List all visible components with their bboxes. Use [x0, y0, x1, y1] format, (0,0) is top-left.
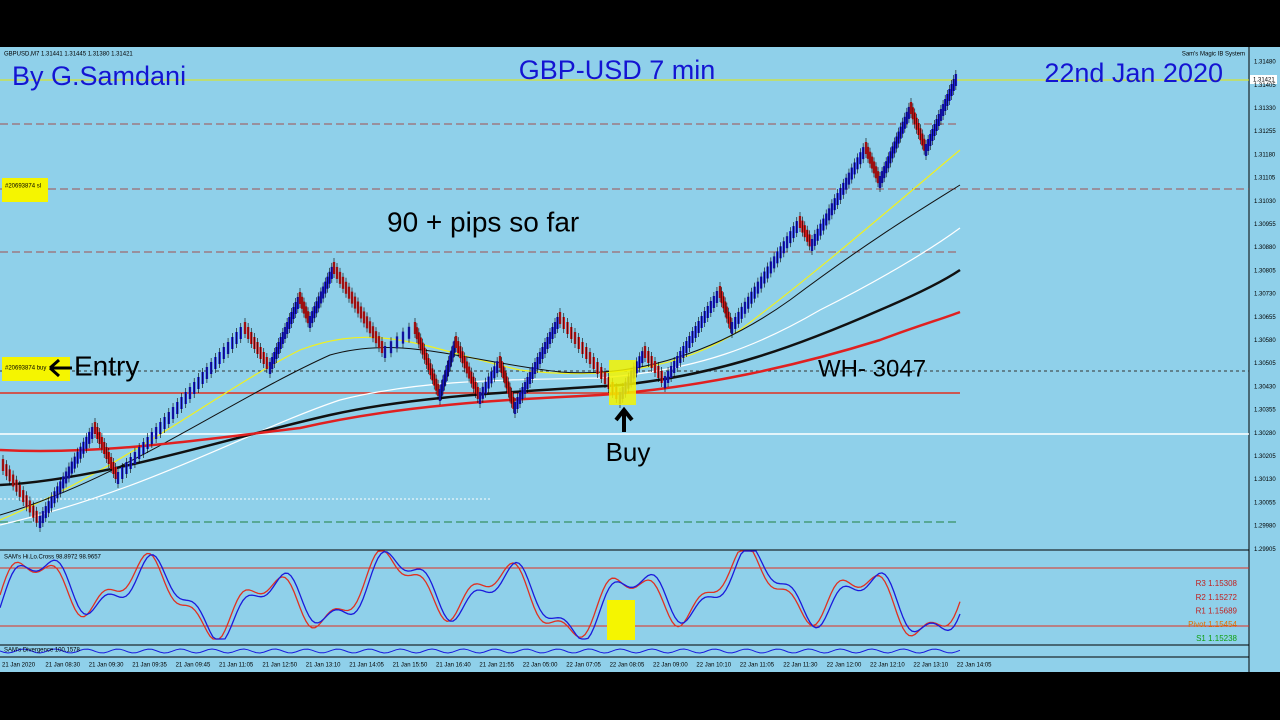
date: 22nd Jan 2020	[1044, 58, 1223, 88]
time-label: 22 Jan 05:00	[523, 663, 558, 669]
time-label: 21 Jan 11:05	[219, 663, 254, 669]
price-label: 1.30655	[1254, 315, 1276, 321]
osc-highlight	[607, 600, 635, 640]
time-label: 21 Jan 21:55	[479, 663, 514, 669]
price-label: 1.31480	[1254, 60, 1276, 66]
time-label: 22 Jan 11:30	[783, 663, 818, 669]
pivot-label: Pivot 1.15454	[1188, 620, 1237, 629]
pivot-label: R1 1.15689	[1196, 607, 1238, 616]
price-label: 1.30505	[1254, 361, 1276, 367]
time-label: 22 Jan 13:10	[913, 663, 948, 669]
time-label: 21 Jan 08:30	[45, 663, 80, 669]
price-label: 1.31255	[1254, 129, 1276, 135]
price-label: 1.30880	[1254, 245, 1276, 251]
price-label: 1.30355	[1254, 408, 1276, 414]
buy-note: Buy	[606, 437, 651, 467]
price-label: 1.31405	[1254, 83, 1276, 89]
pips-note: 90 + pips so far	[387, 206, 579, 237]
time-label: 21 Jan 15:50	[393, 663, 428, 669]
buy-arrow	[614, 406, 634, 432]
time-label: 22 Jan 07:05	[566, 663, 601, 669]
time-label: 21 Jan 16:40	[436, 663, 471, 669]
time-label: 21 Jan 2020	[2, 663, 36, 669]
price-label: 1.31105	[1254, 176, 1276, 182]
indicator-label: SAM's Divergence 100.1578	[4, 648, 81, 654]
time-label: 21 Jan 14:05	[349, 663, 384, 669]
price-label: 1.31330	[1254, 106, 1276, 112]
price-label: 1.30430	[1254, 384, 1276, 390]
oscillator-line	[0, 550, 961, 640]
time-label: 22 Jan 08:05	[610, 663, 645, 669]
buy-highlight	[609, 360, 636, 405]
price-label: 1.30055	[1254, 500, 1276, 506]
time-axis: 21 Jan 2020 21 Jan 08:30 21 Jan 09:30 21 Ja…	[2, 663, 992, 669]
divergence-line	[0, 648, 961, 654]
price-label: 1.29905	[1254, 547, 1276, 553]
pivot-labels: R3 1.15308 R2 1.15272 R1 1.15689 Pivot 1.15…	[1188, 579, 1237, 643]
entry-arrow	[49, 358, 72, 378]
moving-average	[0, 310, 961, 453]
order-label-box	[2, 178, 48, 202]
time-label: 22 Jan 12:00	[827, 663, 862, 669]
moving-average	[0, 268, 961, 487]
time-label: 21 Jan 12:50	[262, 663, 297, 669]
price-label: 1.30130	[1254, 477, 1276, 483]
time-label: 21 Jan 09:45	[176, 663, 211, 669]
time-label: 21 Jan 09:35	[132, 663, 167, 669]
price-label: 1.31180	[1254, 152, 1276, 158]
pivot-label: R2 1.15272	[1196, 593, 1238, 602]
moving-average	[0, 227, 961, 526]
pivot-label: S1 1.15238	[1196, 634, 1237, 643]
time-label: 22 Jan 10:10	[696, 663, 731, 669]
system-name: Sam's Magic IB System	[1182, 52, 1245, 58]
time-label: 22 Jan 12:10	[870, 663, 905, 669]
entry-note: Entry	[74, 350, 139, 381]
order-label: #20693874 sl	[5, 184, 41, 190]
wh-note: WH- 3047	[818, 355, 926, 382]
order-label: #20693874 buy	[5, 366, 46, 372]
current-price-box	[1250, 75, 1277, 84]
price-label: 1.30805	[1254, 268, 1276, 274]
price-label: 1.30580	[1254, 338, 1276, 344]
symbol-info: GBPUSD,M7 1.31441 1.31445 1.31380 1.3142…	[4, 52, 133, 58]
author: By G.Samdani	[12, 61, 186, 91]
price-label: 1.31030	[1254, 199, 1276, 205]
chart-title: GBP-USD 7 min	[519, 55, 716, 85]
price-label: 1.30730	[1254, 292, 1276, 298]
time-label: 21 Jan 09:30	[89, 663, 124, 669]
indicator-label: SAM's Hi.Lo.Cross 98.8972 98.9657	[4, 555, 102, 561]
time-label: 22 Jan 11:05	[740, 663, 775, 669]
time-label: 21 Jan 13:10	[306, 663, 341, 669]
time-label: 22 Jan 14:05	[957, 663, 992, 669]
oscillator-line	[0, 550, 961, 640]
price-label: 1.29980	[1254, 524, 1276, 530]
pivot-label: R3 1.15308	[1196, 579, 1238, 588]
price-label: 1.30955	[1254, 222, 1276, 228]
moving-average	[0, 149, 961, 521]
price-label: 1.30280	[1254, 431, 1276, 437]
current-price: 1.31421	[1253, 78, 1275, 84]
price-label: 1.30205	[1254, 454, 1276, 460]
price-axis: 1.31480 1.31405 1.31330 1.31255 1.31180 1.311…	[1254, 60, 1276, 553]
time-label: 22 Jan 09:00	[653, 663, 688, 669]
oscillator	[0, 550, 961, 654]
